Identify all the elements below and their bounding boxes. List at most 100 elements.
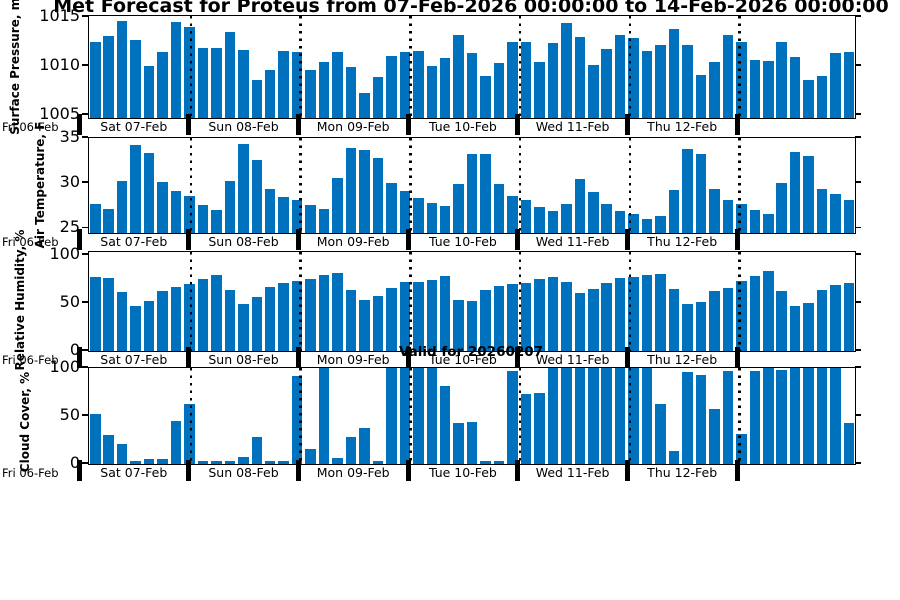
day-boundary-tick: [515, 114, 521, 135]
cloud-bar: [116, 443, 128, 464]
pressure-bar: [413, 51, 424, 118]
y-tick-mark: [855, 113, 861, 115]
humidity-bar: [695, 301, 707, 351]
pressure-bar: [224, 31, 236, 118]
pressure-bar: [803, 79, 814, 118]
day-boundary-tick: [624, 114, 630, 135]
humidity-bar: [668, 288, 680, 351]
pressure-bar: [184, 26, 195, 118]
cloud-bar: [386, 368, 397, 464]
cloud-ytick-label: 50: [59, 405, 80, 424]
cloud-bar: [278, 461, 289, 464]
temperature-bar: [709, 188, 720, 233]
pressure-bar: [332, 52, 343, 118]
day-boundary-tick: [405, 347, 411, 368]
pressure-bar: [655, 45, 666, 118]
humidity-bar: [709, 291, 720, 351]
humidity-bar: [264, 286, 276, 351]
humidity-bar: [466, 301, 478, 351]
pressure-bar: [843, 52, 855, 118]
temperature-bar: [789, 151, 801, 233]
pressure-plot: [88, 15, 856, 119]
cloud-bar: [157, 459, 168, 464]
day-boundary-tick: [624, 347, 630, 368]
day-boundary-tick: [734, 347, 740, 368]
day-boundary-dotted-line: [189, 138, 193, 233]
day-boundary-tick: [734, 229, 740, 250]
day-label: Sun 08-Feb: [208, 234, 279, 249]
day-boundary-dotted-line: [189, 368, 193, 464]
pressure-bar: [601, 49, 612, 118]
temperature-bar: [130, 145, 141, 233]
day-boundary-tick: [76, 229, 82, 250]
y-tick-mark: [855, 366, 861, 368]
temperature-bar: [601, 204, 612, 233]
y-tick-mark: [82, 414, 88, 416]
pressure-bar: [776, 42, 787, 118]
humidity-bar: [601, 282, 612, 351]
cloud-bar: [641, 368, 653, 464]
day-boundary-tick: [624, 229, 630, 250]
humidity-bar: [816, 289, 828, 351]
cloud-bar: [170, 420, 182, 464]
day-label: Sat 07-Feb: [100, 234, 168, 249]
temperature-bar: [386, 183, 397, 233]
pressure-bar: [682, 45, 693, 118]
temperature-ytick-label: 30: [59, 172, 80, 192]
humidity-bar: [238, 303, 249, 351]
humidity-bar: [534, 278, 545, 351]
pressure-bar: [305, 69, 316, 118]
cloud-bar: [736, 434, 747, 464]
pressure-bar: [695, 74, 707, 118]
cloud-bar: [547, 368, 559, 464]
day-boundary-dotted-line: [738, 16, 741, 118]
day-boundary-dotted-line: [518, 16, 522, 118]
day-boundary-tick: [76, 347, 82, 368]
day-boundary-dotted-line: [738, 368, 741, 464]
y-tick-mark: [82, 113, 88, 115]
day-boundary-tick: [734, 460, 740, 481]
x-axis-start-label: Fri 06-Feb: [2, 235, 59, 249]
cloud-bar: [655, 403, 666, 464]
cloud-bar: [709, 409, 720, 464]
y-tick-mark: [82, 366, 88, 368]
day-boundary-dotted-line: [189, 16, 193, 118]
humidity-bar: [211, 275, 222, 351]
temperature-bar: [453, 184, 464, 233]
humidity-bar: [345, 289, 357, 351]
pressure-bar: [507, 41, 518, 118]
humidity-bar: [332, 273, 343, 351]
day-label: Mon 09-Feb: [316, 234, 390, 249]
day-label: Tue 10-Feb: [428, 352, 497, 367]
cloud-bar: [291, 375, 303, 464]
day-boundary-tick: [295, 460, 301, 481]
day-label: Mon 09-Feb: [316, 119, 390, 134]
pressure-bar: [736, 42, 747, 118]
pressure-bar: [386, 56, 397, 118]
y-tick-mark: [82, 462, 88, 464]
pressure-bar: [588, 65, 599, 118]
temperature-bar: [534, 206, 545, 233]
day-boundary-tick: [515, 460, 521, 481]
humidity-bar: [789, 305, 801, 351]
temperature-bar: [655, 215, 666, 233]
cloud-bar: [143, 459, 155, 464]
temperature-bar: [291, 200, 303, 233]
temperature-bar: [211, 210, 222, 233]
temperature-bar: [749, 210, 761, 233]
temperature-bar: [116, 181, 128, 233]
humidity-bar: [318, 275, 330, 351]
cloud-bar: [668, 450, 680, 464]
pressure-bar: [534, 62, 545, 118]
pressure-bar: [372, 76, 384, 118]
pressure-bar: [749, 60, 761, 118]
y-tick-mark: [82, 301, 88, 303]
cloud-bar: [345, 437, 357, 464]
pressure-bar: [614, 34, 626, 118]
cloud-bar: [224, 461, 236, 464]
cloud-bar: [682, 371, 693, 464]
cloud-bar: [628, 368, 639, 464]
day-boundary-tick: [405, 460, 411, 481]
day-boundary-tick: [295, 229, 301, 250]
day-boundary-tick: [295, 347, 301, 368]
